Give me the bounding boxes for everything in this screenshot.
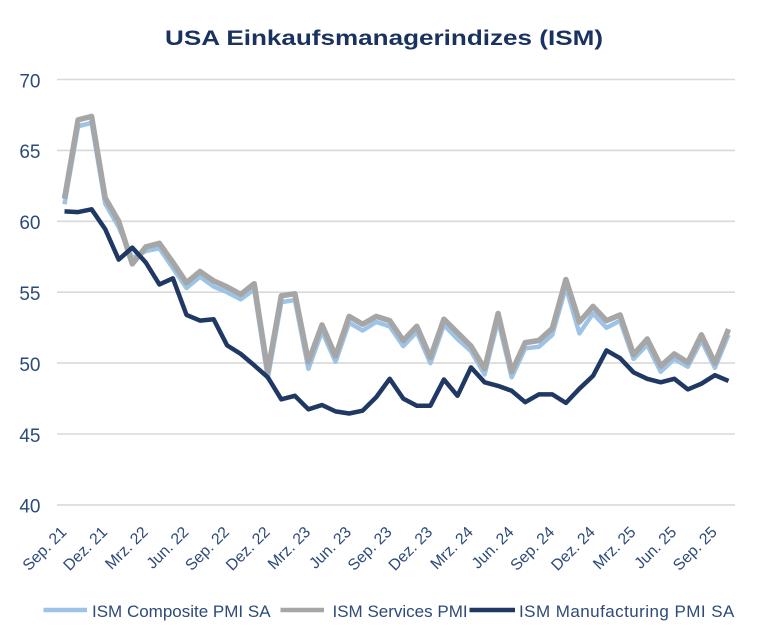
svg-text:50: 50 — [19, 355, 40, 376]
svg-text:ISM Services PMI: ISM Services PMI — [333, 602, 468, 621]
svg-text:70: 70 — [19, 71, 40, 92]
svg-text:45: 45 — [19, 426, 40, 447]
svg-text:65: 65 — [19, 142, 40, 163]
svg-text:ISM Manufacturing PMI SA: ISM Manufacturing PMI SA — [519, 602, 735, 621]
svg-text:USA Einkaufsmanagerindizes (IS: USA Einkaufsmanagerindizes (ISM) — [165, 27, 603, 50]
svg-text:ISM Composite PMI SA: ISM Composite PMI SA — [92, 602, 271, 621]
svg-text:55: 55 — [19, 284, 40, 305]
svg-text:60: 60 — [19, 213, 40, 234]
svg-text:40: 40 — [19, 497, 40, 518]
